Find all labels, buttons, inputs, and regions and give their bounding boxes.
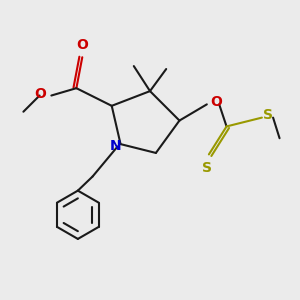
Text: N: N [110, 139, 121, 153]
Text: S: S [263, 108, 273, 122]
Text: O: O [34, 87, 46, 101]
Text: O: O [210, 95, 222, 109]
Text: S: S [202, 161, 212, 175]
Text: O: O [76, 38, 88, 52]
